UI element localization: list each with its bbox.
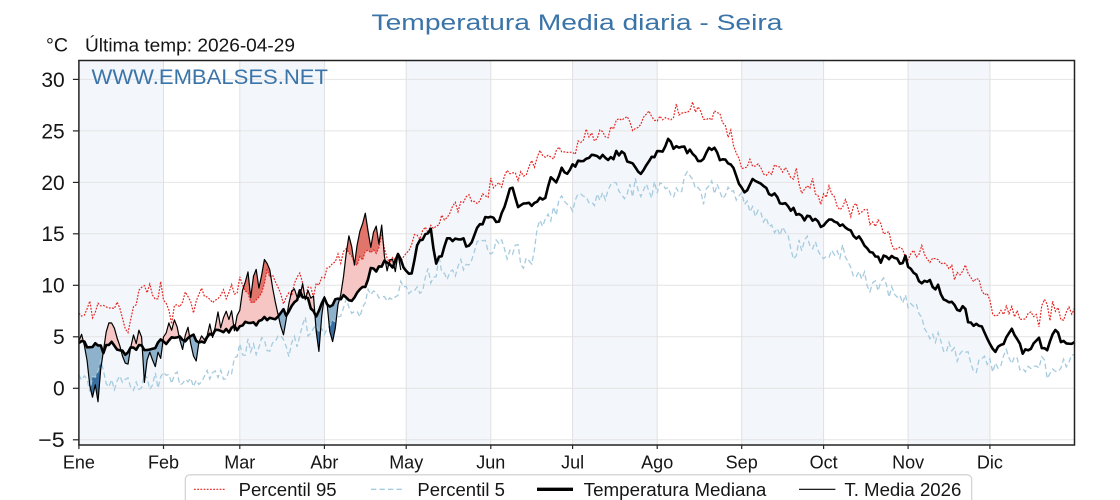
svg-text:Percentil 5: Percentil 5 — [417, 480, 505, 500]
svg-text:−5: −5 — [38, 429, 65, 452]
svg-text:Percentil 95: Percentil 95 — [239, 480, 337, 500]
svg-text:0: 0 — [53, 378, 65, 401]
svg-text:Temperatura Mediana: Temperatura Mediana — [584, 480, 768, 500]
svg-text:T. Media 2026: T. Media 2026 — [844, 480, 961, 500]
svg-text:May: May — [389, 453, 423, 473]
svg-text:Mar: Mar — [224, 453, 255, 473]
svg-text:Última temp: 2026-04-29: Última temp: 2026-04-29 — [85, 35, 295, 56]
svg-text:Oct: Oct — [810, 453, 838, 473]
svg-text:5: 5 — [53, 326, 65, 349]
svg-text:WWW.EMBALSES.NET: WWW.EMBALSES.NET — [92, 65, 329, 89]
svg-text:20: 20 — [41, 172, 64, 195]
svg-text:30: 30 — [41, 69, 64, 92]
svg-text:Nov: Nov — [892, 453, 924, 473]
svg-text:Jul: Jul — [561, 453, 584, 473]
svg-text:10: 10 — [41, 275, 64, 298]
svg-text:15: 15 — [41, 223, 64, 246]
svg-text:25: 25 — [41, 120, 64, 143]
svg-text:Temperatura Media diaria - Sei: Temperatura Media diaria - Seira — [372, 10, 784, 35]
svg-text:°C: °C — [46, 36, 68, 57]
svg-text:Sep: Sep — [726, 453, 758, 473]
svg-text:Feb: Feb — [148, 453, 179, 473]
svg-text:Abr: Abr — [310, 453, 338, 473]
svg-text:Ago: Ago — [641, 453, 673, 473]
svg-text:Jun: Jun — [476, 453, 505, 473]
svg-text:Ene: Ene — [63, 453, 95, 473]
svg-text:Dic: Dic — [977, 453, 1003, 473]
